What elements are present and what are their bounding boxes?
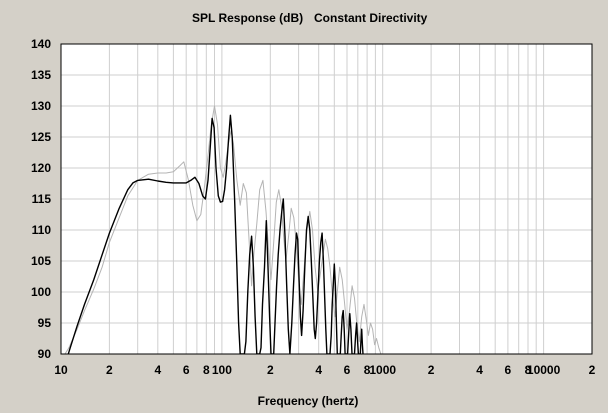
x-tick-label: 10	[54, 363, 68, 377]
x-axis-label: Frequency (hertz)	[258, 394, 359, 408]
x-tick-label: 6	[505, 363, 512, 377]
chart-subtitle: Constant Directivity	[314, 11, 428, 25]
x-tick-label: 10000	[527, 363, 561, 377]
x-tick-label: 2	[589, 363, 596, 377]
x-tick-label: 100	[212, 363, 232, 377]
y-tick-label: 120	[31, 161, 51, 175]
grid-horizontal	[61, 74, 592, 324]
y-axis-ticks: 90 95 100 105 110 115 120 125 130 135 140	[31, 37, 51, 361]
y-tick-label: 115	[32, 192, 52, 206]
x-tick-label: 4	[315, 363, 322, 377]
y-tick-label: 95	[38, 316, 52, 330]
y-tick-label: 100	[31, 285, 51, 299]
x-tick-label: 8	[203, 363, 210, 377]
series-line-black	[67, 114, 364, 354]
y-tick-label: 125	[31, 130, 51, 144]
x-tick-label: 2	[106, 363, 113, 377]
x-tick-label: 2	[267, 363, 274, 377]
y-tick-label: 140	[31, 37, 51, 51]
y-tick-label: 135	[31, 68, 51, 82]
series-group	[64, 105, 382, 354]
x-tick-label: 6	[183, 363, 190, 377]
x-tick-label: 4	[476, 363, 483, 377]
series-line-gray	[64, 105, 382, 354]
x-tick-label: 2	[428, 363, 435, 377]
y-tick-label: 105	[31, 254, 51, 268]
plot-frame	[60, 43, 593, 355]
x-tick-label: 8	[525, 363, 532, 377]
x-tick-label: 6	[344, 363, 351, 377]
chart-title: SPL Response (dB)	[192, 11, 303, 25]
y-tick-label: 130	[31, 99, 51, 113]
y-tick-label: 110	[32, 223, 52, 237]
y-tick-label: 90	[38, 347, 52, 361]
x-tick-label: 4	[154, 363, 161, 377]
x-tick-label: 8	[364, 363, 371, 377]
x-tick-label: 1000	[369, 363, 396, 377]
